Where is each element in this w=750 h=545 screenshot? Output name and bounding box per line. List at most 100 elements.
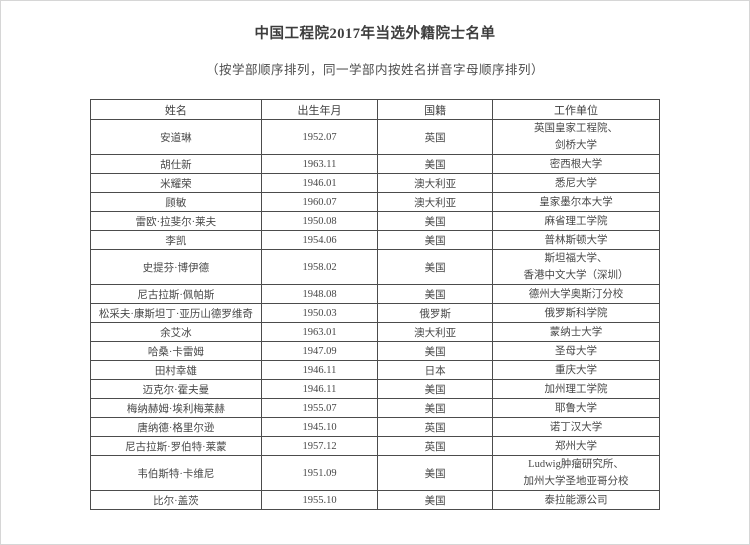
cell-nationality: 美国	[377, 230, 493, 250]
cell-name: 李凯	[90, 230, 262, 250]
employer-line: 俄罗斯科学院	[544, 307, 608, 319]
cell-nationality: 澳大利亚	[377, 173, 493, 193]
employer-line: 斯坦福大学、	[544, 253, 608, 264]
cell-birth: 1960.07	[260, 192, 379, 212]
cell-birth: 1950.03	[260, 303, 379, 323]
cell-name: 比尔·盖茨	[90, 490, 262, 510]
cell-name: 尼古拉斯·罗伯特·莱蒙	[90, 436, 262, 456]
employer-line: 重庆大学	[555, 364, 597, 376]
cell-nationality: 俄罗斯	[377, 303, 493, 323]
cell-employer: 圣母大学	[492, 341, 660, 361]
employer-line: 香港中文大学（深圳）	[523, 270, 629, 281]
cell-birth: 1946.11	[260, 379, 379, 399]
cell-employer: Ludwig肿瘤研究所、 加州大学圣地亚哥分校	[492, 455, 660, 491]
cell-name: 米耀荣	[90, 173, 262, 193]
employer-line: 剑桥大学	[555, 140, 597, 151]
cell-birth: 1955.10	[260, 490, 379, 510]
cell-employer: 英国皇家工程院、 剑桥大学	[492, 119, 660, 155]
table-row: 松采夫·康斯坦丁·亚历山德罗维奇 1950.03 俄罗斯 俄罗斯科学院	[90, 303, 660, 323]
cell-employer: 密西根大学	[492, 154, 660, 174]
employer-line: 悉尼大学	[555, 177, 597, 189]
cell-name: 雷欧·拉斐尔·莱夫	[90, 211, 262, 231]
cell-name: 余艾冰	[90, 322, 262, 342]
employer-line: 英国皇家工程院、	[534, 123, 618, 134]
cell-nationality: 美国	[377, 341, 493, 361]
cell-employer: 皇家墨尔本大学	[492, 192, 660, 212]
cell-name: 韦伯斯特·卡维尼	[90, 455, 262, 491]
table-row: 尼古拉斯·罗伯特·莱蒙 1957.12 英国 郑州大学	[90, 436, 660, 456]
cell-nationality: 日本	[377, 360, 493, 380]
cell-birth: 1947.09	[260, 341, 379, 361]
cell-name: 唐纳德·格里尔逊	[90, 417, 262, 437]
cell-employer: 悉尼大学	[492, 173, 660, 193]
employer-line: 圣母大学	[555, 345, 597, 357]
table-head: 姓名 出生年月 国籍 工作单位	[90, 99, 660, 120]
cell-employer: 诺丁汉大学	[492, 417, 660, 437]
cell-nationality: 英国	[377, 436, 493, 456]
cell-birth: 1945.10	[260, 417, 379, 437]
cell-employer: 重庆大学	[492, 360, 660, 380]
cell-nationality: 美国	[377, 284, 493, 304]
table-body: 安道琳 1952.07 英国 英国皇家工程院、 剑桥大学 胡仕新 1963.11 美国 密西根大…	[90, 119, 660, 510]
cell-employer: 泰拉能源公司	[492, 490, 660, 510]
cell-birth: 1963.11	[260, 154, 379, 174]
table-row: 史提芬·博伊德 1958.02 美国 斯坦福大学、 香港中文大学（深圳）	[90, 249, 660, 285]
cell-nationality: 美国	[377, 249, 493, 285]
employer-line: 郑州大学	[555, 440, 597, 452]
employer-line: 密西根大学	[549, 158, 603, 170]
cell-nationality: 美国	[377, 379, 493, 399]
cell-birth: 1946.11	[260, 360, 379, 380]
table-row: 尼古拉斯·佩帕斯 1948.08 美国 德州大学奥斯汀分校	[90, 284, 660, 304]
employer-line: 皇家墨尔本大学	[539, 196, 613, 208]
cell-nationality: 澳大利亚	[377, 322, 493, 342]
cell-birth: 1954.06	[260, 230, 379, 250]
cell-name: 顾敏	[90, 192, 262, 212]
cell-employer: 麻省理工学院	[492, 211, 660, 231]
cell-name: 胡仕新	[90, 154, 262, 174]
table-row: 雷欧·拉斐尔·莱夫 1950.08 美国 麻省理工学院	[90, 211, 660, 231]
academicians-table: 姓名 出生年月 国籍 工作单位 安道琳 1952.07 英国 英国皇家工程院、 剑桥大学 胡仕新…	[90, 99, 660, 510]
cell-birth: 1948.08	[260, 284, 379, 304]
table-row: 余艾冰 1963.01 澳大利亚 蒙纳士大学	[90, 322, 660, 342]
employer-line: 诺丁汉大学	[549, 421, 603, 433]
cell-birth: 1963.01	[260, 322, 379, 342]
cell-name: 哈桑·卡雷姆	[90, 341, 262, 361]
page-subtitle: （按学部顺序排列，同一学部内按姓名拼音字母顺序排列）	[205, 63, 544, 77]
cell-employer: 蒙纳士大学	[492, 322, 660, 342]
employer-line: Ludwig肿瘤研究所、	[528, 459, 624, 470]
cell-name: 松采夫·康斯坦丁·亚历山德罗维奇	[90, 303, 262, 323]
table-header-row: 姓名 出生年月 国籍 工作单位	[90, 99, 660, 120]
cell-nationality: 英国	[377, 417, 493, 437]
table-row: 李凯 1954.06 美国 普林斯顿大学	[90, 230, 660, 250]
cell-employer: 普林斯顿大学	[492, 230, 660, 250]
cell-name: 田村幸雄	[90, 360, 262, 380]
cell-birth: 1946.01	[260, 173, 379, 193]
cell-nationality: 美国	[377, 398, 493, 418]
table-row: 迈克尔·霍夫曼 1946.11 美国 加州理工学院	[90, 379, 660, 399]
employer-line: 蒙纳士大学	[549, 326, 603, 338]
table-row: 安道琳 1952.07 英国 英国皇家工程院、 剑桥大学	[90, 119, 660, 155]
column-header: 工作单位	[492, 99, 660, 120]
employer-line: 泰拉能源公司	[544, 494, 608, 506]
cell-name: 迈克尔·霍夫曼	[90, 379, 262, 399]
table-row: 顾敏 1960.07 澳大利亚 皇家墨尔本大学	[90, 192, 660, 212]
employer-line: 加州大学圣地亚哥分校	[523, 476, 629, 487]
cell-nationality: 美国	[377, 490, 493, 510]
employer-line: 加州理工学院	[544, 383, 608, 395]
cell-nationality: 美国	[377, 211, 493, 231]
table-row: 比尔·盖茨 1955.10 美国 泰拉能源公司	[90, 490, 660, 510]
cell-nationality: 美国	[377, 455, 493, 491]
table-row: 米耀荣 1946.01 澳大利亚 悉尼大学	[90, 173, 660, 193]
employer-line: 耶鲁大学	[555, 402, 597, 414]
employer-line: 麻省理工学院	[544, 215, 608, 227]
table-row: 胡仕新 1963.11 美国 密西根大学	[90, 154, 660, 174]
employer-line: 德州大学奥斯汀分校	[528, 288, 624, 300]
table-row: 唐纳德·格里尔逊 1945.10 英国 诺丁汉大学	[90, 417, 660, 437]
table-row: 哈桑·卡雷姆 1947.09 美国 圣母大学	[90, 341, 660, 361]
cell-birth: 1957.12	[260, 436, 379, 456]
cell-name: 安道琳	[90, 119, 262, 155]
cell-nationality: 美国	[377, 154, 493, 174]
column-header: 姓名	[90, 99, 262, 120]
cell-birth: 1950.08	[260, 211, 379, 231]
